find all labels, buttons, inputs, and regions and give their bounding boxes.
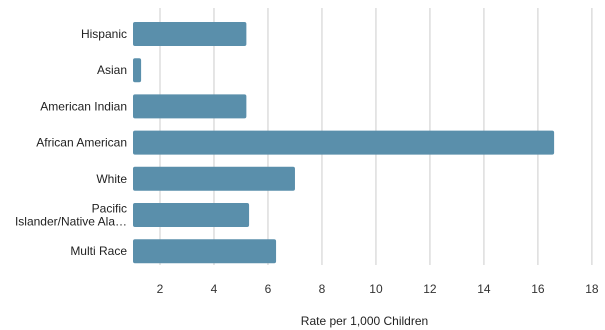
x-tick-labels: 2 4 6 8 10 12 14 16 18 [157, 282, 599, 296]
category-label: Hispanic [81, 27, 127, 41]
bars [133, 22, 555, 264]
category-label: American Indian [40, 99, 127, 113]
bar[interactable] [133, 166, 295, 191]
bar[interactable] [133, 239, 277, 264]
x-tick-label: 4 [211, 282, 218, 296]
bar[interactable] [133, 58, 142, 83]
x-tick-label: 16 [531, 282, 545, 296]
x-tick-label: 8 [319, 282, 326, 296]
category-label: African American [36, 136, 127, 150]
category-label: White [96, 172, 127, 186]
category-label: Asian [97, 63, 127, 77]
x-tick-label: 12 [423, 282, 437, 296]
x-tick-label: 6 [265, 282, 272, 296]
x-tick-label: 10 [369, 282, 383, 296]
x-tick-label: 2 [157, 282, 164, 296]
x-tick-label: 18 [585, 282, 599, 296]
bar[interactable] [133, 22, 247, 46]
category-label: Multi Race [70, 244, 127, 258]
bar[interactable] [133, 94, 247, 119]
category-labels: Hispanic Asian American Indian African Amer… [15, 27, 127, 258]
bar[interactable] [133, 203, 250, 227]
x-tick-label: 14 [477, 282, 491, 296]
x-axis-title: Rate per 1,000 Children [301, 314, 428, 328]
category-label: Pacific Islander/Native Ala… [15, 202, 127, 229]
bar[interactable] [133, 130, 555, 155]
